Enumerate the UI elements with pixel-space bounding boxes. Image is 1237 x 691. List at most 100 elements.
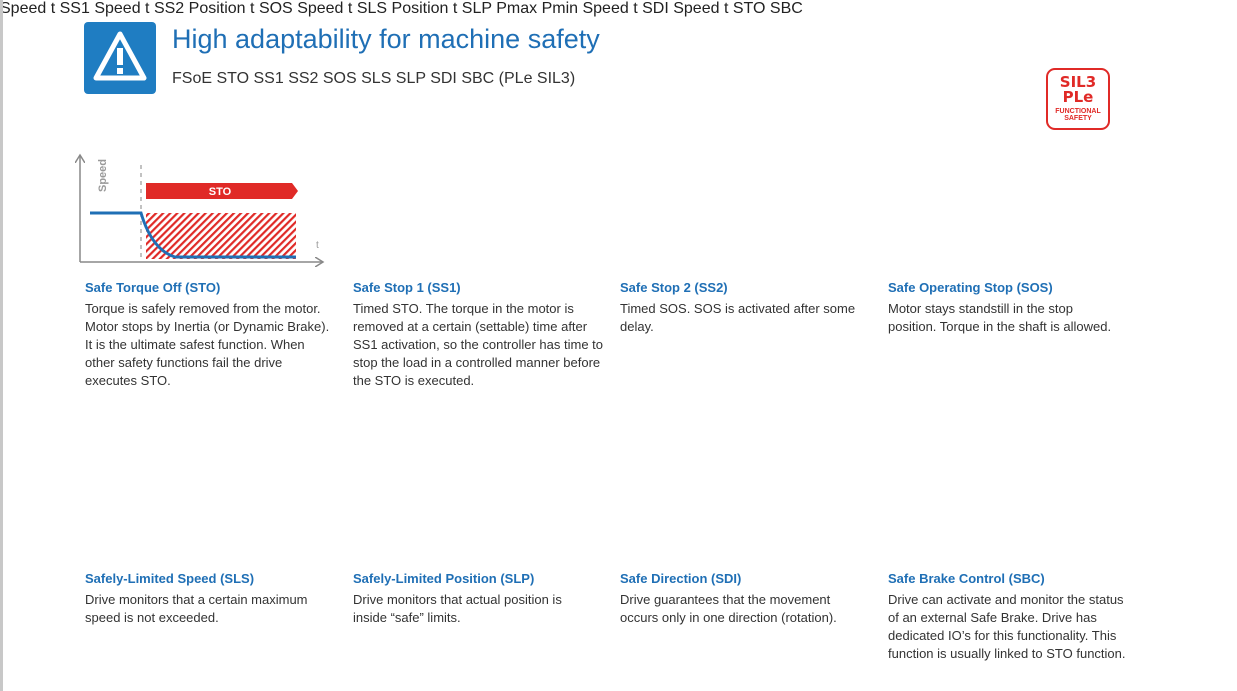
sbc-label-box: SBC: [770, 0, 803, 17]
x-axis-label: t: [347, 0, 353, 17]
caption-sos: Safe Operating Stop (SOS) Motor stays st…: [888, 280, 1120, 336]
y-axis: Speed t SS2: [94, 0, 188, 17]
y-axis: Position t SLP Pmax Pmin: [392, 0, 583, 17]
caption-sls: Safely-Limited Speed (SLS) Drive monitor…: [85, 571, 325, 627]
event-line: SLP Pmax Pmin: [462, 0, 583, 17]
caption-heading: Safe Direction (SDI): [620, 571, 742, 586]
event-line: STO SBC: [733, 0, 803, 17]
hatched-zone: [146, 213, 296, 259]
speed-curve: [90, 211, 296, 259]
diagram-sdi: Speed t SDI: [582, 0, 673, 17]
y-axis-label: Speed: [673, 0, 720, 17]
event-line: SDI: [642, 0, 673, 17]
caption-text: Drive guarantees that the movement occur…: [620, 592, 837, 625]
y-axis-label: Speed: [94, 0, 141, 17]
caption-heading: Safe Brake Control (SBC): [888, 571, 1045, 586]
x-axis-label: t: [633, 0, 638, 17]
diagram-sbc: Speed t STO SBC: [673, 0, 803, 17]
sos-banner: SOS: [259, 0, 297, 17]
sdi-banner-label: SDI: [642, 0, 669, 17]
caption-ss1: Safe Stop 1 (SS1) Timed STO. The torque …: [353, 280, 603, 390]
event-line: SLS: [357, 0, 392, 17]
x-axis-label: t: [316, 240, 319, 251]
event-line: SDI: [642, 0, 673, 17]
caption-text: Timed SOS. SOS is activated after some d…: [620, 301, 856, 334]
event-line: SOS: [259, 0, 297, 17]
y-axis: Speed t STO SBC: [673, 0, 803, 17]
caption-sdi: Safe Direction (SDI) Drive guarantees th…: [620, 571, 860, 627]
slp-banner-label: SLP: [461, 0, 492, 17]
caption-heading: Safe Stop 2 (SS2): [620, 280, 728, 295]
diagram-sls: Speed t SLS: [297, 0, 391, 17]
ss2-banner-label: SS2: [153, 0, 185, 17]
y-axis-label: Speed: [297, 0, 344, 17]
caption-heading: Safely-Limited Speed (SLS): [85, 571, 255, 586]
pmax-label: Pmax: [496, 0, 538, 17]
pmax-line: Pmax Pmin: [496, 0, 582, 17]
caption-sbc: Safe Brake Control (SBC) Drive can activ…: [888, 571, 1128, 663]
sil3-ple-badge: SIL3 PLe FUNCTIONAL SAFETY: [1046, 68, 1110, 130]
page-subtitle: FSoE STO SS1 SS2 SOS SLS SLP SDI SBC (PL…: [172, 70, 576, 87]
x-axis: Speed t STO SBC: [673, 0, 803, 17]
y-axis-label: Speed: [0, 0, 47, 17]
y-axis-label: Speed: [97, 159, 109, 192]
y-axis-label: Position: [391, 0, 449, 17]
caption-sto: Safe Torque Off (STO) Torque is safely r…: [85, 280, 335, 390]
y-axis-label: Position: [188, 0, 246, 17]
diagram-ss1: Speed t SS1: [0, 0, 94, 17]
event-line: SOS: [259, 0, 297, 17]
event-line: SS2: [154, 0, 189, 17]
sto-banner-label: STO: [209, 186, 232, 198]
page-title: High adaptability for machine safety: [172, 24, 600, 54]
diagram-slp: Position t SLP Pmax Pmin: [392, 0, 583, 17]
x-axis: Position t SOS: [189, 0, 298, 17]
warning-icon: [84, 22, 156, 94]
event-line: SS1: [60, 0, 95, 17]
caption-heading: Safe Stop 1 (SS1): [353, 280, 461, 295]
slp-banner: SLP Pmax Pmin: [462, 0, 583, 17]
x-axis: Position t SLP Pmax Pmin: [392, 0, 583, 17]
hatched-zone: Pmax Pmin: [496, 0, 582, 17]
ss2-banner: SS2: [154, 0, 189, 17]
left-border: [0, 0, 3, 691]
sto-banner: [146, 183, 298, 199]
x-axis-label: t: [250, 0, 255, 17]
sto-banner-label: STO: [732, 0, 766, 17]
x-axis-label: t: [452, 0, 458, 17]
hatched-zone: SBC: [770, 0, 803, 17]
hatched-zone: SDI: [642, 0, 673, 17]
caption-text: Drive can activate and monitor the statu…: [888, 592, 1126, 661]
sbc-label: SBC: [769, 0, 803, 17]
caption-slp: Safely-Limited Position (SLP) Drive moni…: [353, 571, 583, 627]
caption-text: Drive monitors that actual position is i…: [353, 592, 562, 625]
y-axis: Position t SOS: [189, 0, 298, 17]
caption-ss2: Safe Stop 2 (SS2) Timed SOS. SOS is acti…: [620, 280, 870, 336]
x-axis-label: t: [145, 0, 150, 17]
badge-line3: FUNCTIONAL: [1055, 108, 1101, 115]
x-axis-label: t: [723, 0, 729, 17]
diagram-ss2: Speed t SS2: [94, 0, 188, 17]
x-axis: Speed t SLS: [297, 0, 391, 17]
badge-line1: SIL3: [1059, 73, 1097, 91]
event-line: SLS: [357, 0, 392, 17]
caption-text: Drive monitors that a certain maximum sp…: [85, 592, 308, 625]
caption-text: Timed STO. The torque in the motor is re…: [353, 301, 604, 388]
sls-banner: SLS: [357, 0, 392, 17]
diagram-sos: Position t SOS: [189, 0, 298, 17]
sto-banner: STO SBC: [733, 0, 803, 17]
sos-banner-label: SOS: [258, 0, 293, 17]
caption-heading: Safely-Limited Position (SLP): [353, 571, 535, 586]
caption-text: Torque is safely removed from the motor.…: [85, 301, 330, 388]
sdi-banner: SDI: [642, 0, 673, 17]
pmin-line: Pmax Pmin: [496, 0, 582, 17]
x-axis: Speed t SDI: [582, 0, 673, 17]
ss1-banner: SS1: [60, 0, 95, 17]
pmin-label: Pmin: [541, 0, 579, 17]
y-axis: Speed t SS1: [0, 0, 94, 17]
ss1-banner-label: SS1: [59, 0, 90, 17]
badge-line2: PLe: [1062, 88, 1094, 106]
caption-text: Motor stays standstill in the stop posit…: [888, 301, 1112, 334]
y-axis-label: Speed: [582, 0, 629, 17]
diagram-sto: Speed t STO: [80, 155, 323, 262]
